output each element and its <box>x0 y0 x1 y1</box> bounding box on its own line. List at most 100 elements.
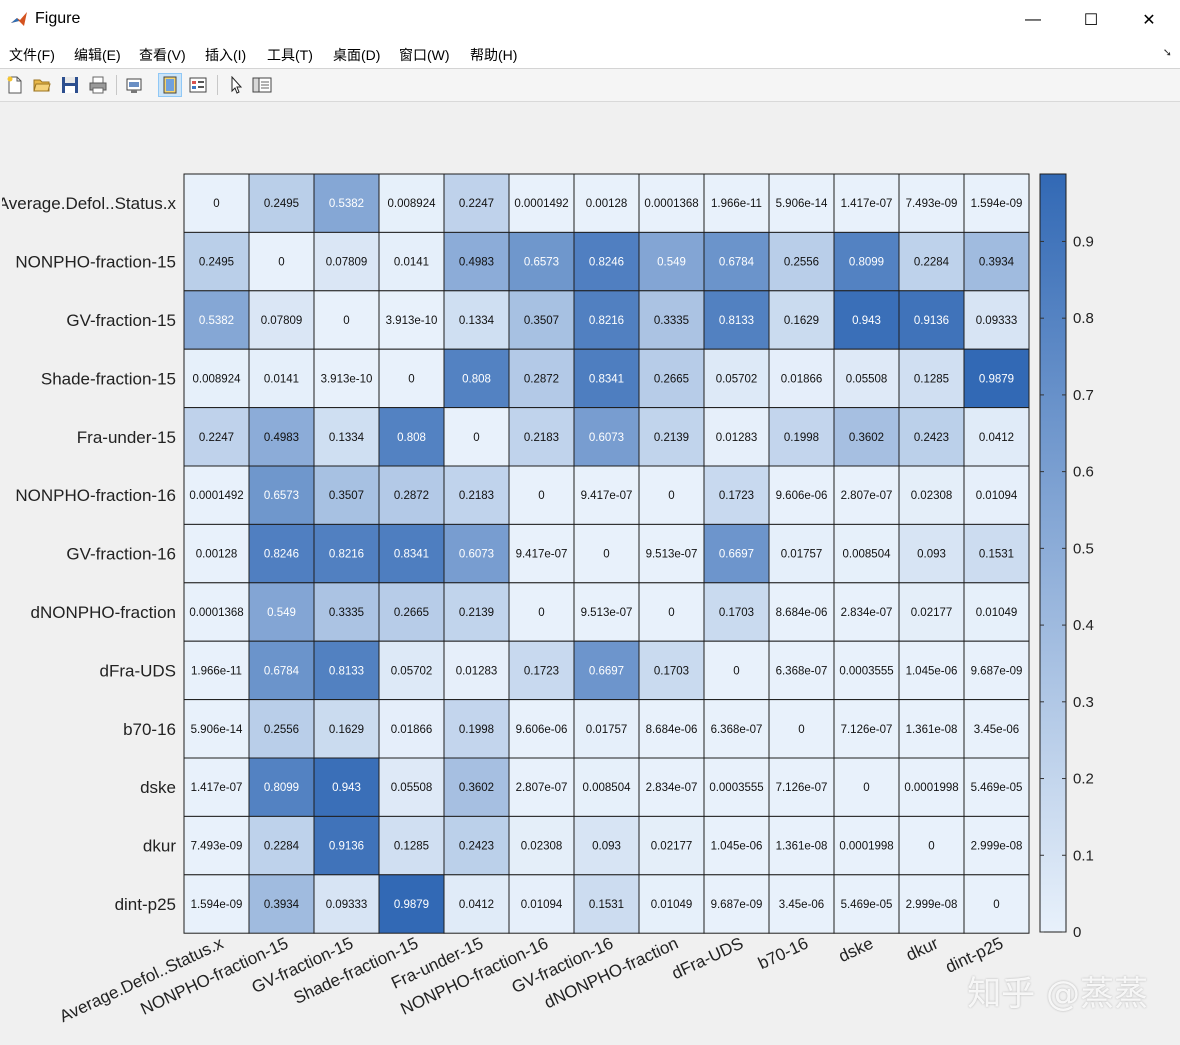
cell-value-label: 0.6784 <box>719 257 755 269</box>
cell-value-label: 0.01049 <box>651 899 693 911</box>
heatmap-cell <box>248 699 315 759</box>
heatmap-cell <box>248 348 315 409</box>
pointer-button[interactable] <box>224 73 248 97</box>
heatmap-cell <box>378 348 445 409</box>
menu-window[interactable]: 窗口(W) <box>399 47 450 63</box>
cell-value-label: 0.2247 <box>199 432 234 444</box>
heatmap-cell <box>508 231 575 292</box>
heatmap-cell <box>703 173 770 233</box>
title-bar: Figure — ☐ ✕ <box>0 0 1180 41</box>
cell-value-label: 0.09333 <box>976 315 1018 327</box>
heatmap-cell <box>183 231 250 292</box>
cell-value-label: 3.45e-06 <box>974 724 1019 736</box>
cell-value-label: 0.0141 <box>394 257 429 269</box>
cell-value-label: 0.3507 <box>524 315 559 327</box>
cell-value-label: 0.8246 <box>589 257 624 269</box>
colorbar-tick-label: 0.4 <box>1073 617 1094 634</box>
link-plot-button[interactable] <box>122 73 146 97</box>
heatmap-cell <box>898 640 965 701</box>
close-icon: ✕ <box>1142 12 1156 29</box>
cell-value-label: 0 <box>538 490 544 502</box>
menu-edit[interactable]: 编辑(E) <box>74 47 121 63</box>
heatmap-cell <box>183 582 250 642</box>
cell-value-label: 0.3602 <box>849 432 884 444</box>
heatmap-cell <box>963 582 1030 642</box>
cell-value-label: 0.3507 <box>329 490 364 502</box>
cell-value-label: 0.01049 <box>976 607 1018 619</box>
heatmap-cell <box>313 173 380 233</box>
heatmap-cell <box>833 699 900 759</box>
cell-value-label: 0.2665 <box>394 607 429 619</box>
cell-value-label: 0 <box>473 432 479 444</box>
row-label: dint-p25 <box>115 895 176 914</box>
cell-value-label: 0.8099 <box>849 257 884 269</box>
dock-figure-icon[interactable]: ➘ <box>1162 47 1172 59</box>
cell-value-label: 6.368e-07 <box>776 665 828 677</box>
heatmap-cell <box>963 874 1030 934</box>
cell-value-label: 0.0003555 <box>839 665 893 677</box>
heatmap-cell <box>963 231 1030 292</box>
cell-value-label: 5.906e-14 <box>776 198 828 210</box>
cell-value-label: 0.2556 <box>784 257 819 269</box>
cell-value-label: 0.0001998 <box>839 841 893 853</box>
row-label: Average.Defol..Status.x <box>2 194 176 213</box>
cell-value-label: 1.417e-07 <box>191 782 243 794</box>
heatmap-cell <box>768 407 835 467</box>
cell-value-label: 0.6573 <box>524 257 559 269</box>
heatmap-cell <box>248 874 315 934</box>
menu-file[interactable]: 文件(F) <box>9 47 55 63</box>
row-label: NONPHO-fraction-15 <box>15 253 176 272</box>
save-icon <box>62 77 78 93</box>
cell-value-label: 0.008924 <box>388 198 437 210</box>
row-label: dske <box>140 778 176 797</box>
cell-value-label: 0.0412 <box>459 899 494 911</box>
heatmap-cell <box>768 699 835 759</box>
open-file-button[interactable] <box>30 73 54 97</box>
menu-tools[interactable]: 工具(T) <box>267 47 313 63</box>
cell-value-label: 9.513e-07 <box>646 549 698 561</box>
cell-value-label: 0 <box>668 607 674 619</box>
cell-value-label: 0 <box>798 724 804 736</box>
close-button[interactable]: ✕ <box>1120 0 1178 40</box>
menu-desktop[interactable]: 桌面(D) <box>333 47 381 63</box>
cell-value-label: 0.01094 <box>521 899 563 911</box>
window-title: Figure <box>35 10 81 27</box>
heatmap-cell <box>443 290 510 350</box>
cell-value-label: 3.913e-10 <box>386 315 438 327</box>
cell-value-label: 0 <box>408 373 414 385</box>
minimize-icon: — <box>1025 11 1041 28</box>
cell-value-label: 0 <box>668 490 674 502</box>
cell-value-label: 0.2495 <box>264 198 299 210</box>
heatmap-cell <box>183 407 250 467</box>
cell-value-label: 0.3335 <box>654 315 689 327</box>
show-plot-tools-button[interactable] <box>186 73 210 97</box>
cell-value-label: 1.045e-06 <box>711 841 763 853</box>
cell-value-label: 0 <box>928 841 934 853</box>
maximize-button[interactable]: ☐ <box>1062 0 1120 40</box>
heatmap-cell <box>183 523 250 584</box>
menu-insert[interactable]: 插入(I) <box>205 47 247 63</box>
cell-value-label: 0.1723 <box>719 490 754 502</box>
heatmap-cell <box>573 407 640 467</box>
property-inspector-button[interactable] <box>250 73 274 97</box>
hide-plot-tools-button[interactable] <box>158 73 182 97</box>
menu-view[interactable]: 查看(V) <box>139 47 186 63</box>
cell-value-label: 0.02308 <box>911 490 953 502</box>
cell-value-label: 0.0001368 <box>644 198 698 210</box>
cell-value-label: 0.9136 <box>914 315 949 327</box>
heatmap-cell <box>833 465 900 525</box>
heatmap-cell <box>703 699 770 759</box>
minimize-button[interactable]: — <box>1004 0 1062 40</box>
cell-value-label: 0.0141 <box>264 373 299 385</box>
cell-value-label: 7.126e-07 <box>841 724 893 736</box>
heatmap-cell <box>768 815 835 876</box>
menu-help[interactable]: 帮助(H) <box>470 47 518 63</box>
cell-value-label: 0.1998 <box>784 432 819 444</box>
cell-value-label: 0.1998 <box>459 724 494 736</box>
save-button[interactable] <box>58 73 82 97</box>
print-button[interactable] <box>86 73 110 97</box>
open-file-icon <box>33 79 51 92</box>
figure-canvas[interactable]: 0 0.2495 0.5382 0.008924 0.2247 0.0001492 0.00… <box>2 102 1178 1045</box>
new-figure-button[interactable] <box>3 73 27 97</box>
cell-value-label: 0.2139 <box>654 432 689 444</box>
